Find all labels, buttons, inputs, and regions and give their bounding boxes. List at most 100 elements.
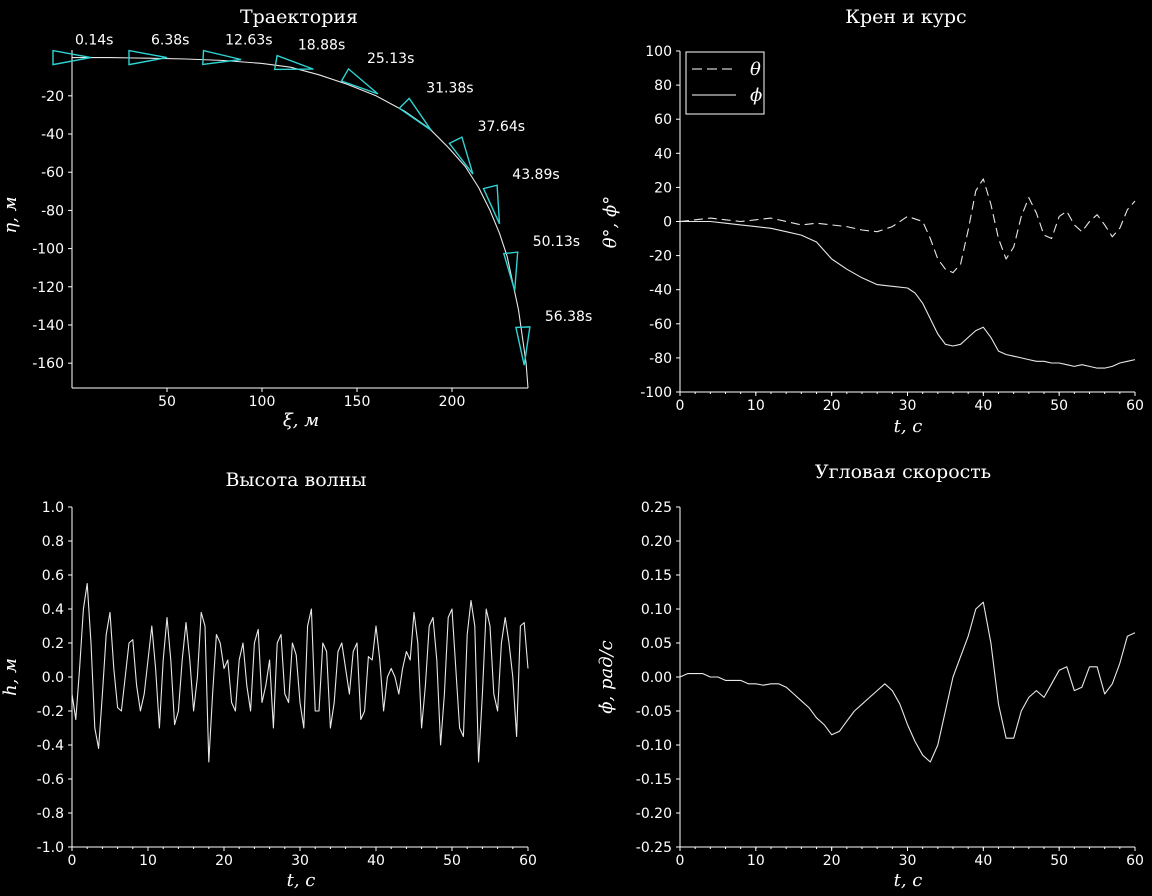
wave-x-tick-label: 10 <box>139 853 157 869</box>
roll-series-1-line <box>679 178 1136 274</box>
trajectory-xlabel: ξ, м <box>283 410 319 431</box>
roll-heading-title: Крен и курс <box>845 6 966 28</box>
roll-y-tick-label: -100 <box>640 385 672 401</box>
roll-x-tick-label: 10 <box>747 398 765 414</box>
wave-x-tick-label: 60 <box>519 853 537 869</box>
ship-time-label: 0.14s <box>75 33 113 49</box>
ship-marker <box>340 67 379 95</box>
wave-y-tick-label: -0.2 <box>37 704 64 720</box>
rate-y-tick-label: -0.10 <box>636 738 672 754</box>
wave-x-tick-label: 30 <box>291 853 309 869</box>
wave-y-tick-label: 0.2 <box>42 636 64 652</box>
ship-marker <box>273 54 314 71</box>
traj-series-1-line <box>72 57 529 389</box>
roll-x-tick-label: 30 <box>899 398 917 414</box>
roll-heading-ylabel: θ°, ϕ° <box>600 196 621 249</box>
roll-y-tick-label: -20 <box>649 249 672 265</box>
traj-y-tick-label: -120 <box>32 280 64 296</box>
ship-marker <box>202 49 242 66</box>
ship-time-label: 37.64s <box>478 119 525 135</box>
trajectory-panel: Траектория 50 100 150 200 -20 -40 -60 -80 -100 -1… <box>0 6 592 431</box>
wave-y-tick-label: 0.8 <box>42 534 64 550</box>
rate-y-tick-label: -0.20 <box>636 806 672 822</box>
roll-y-tick-label: 100 <box>645 44 672 60</box>
angular-rate-panel: Угловая скорость 0 10 20 30 40 50 60 0.25 0.20 0.… <box>596 461 1144 891</box>
roll-heading-panel: Крен и курс 0 10 20 30 40 50 60 100 80 60 40 20 0 -20… <box>600 6 1144 437</box>
roll-y-tick-label: 20 <box>654 180 672 196</box>
wave-y-tick-label: -0.4 <box>37 738 64 754</box>
ship-time-label: 6.38s <box>151 33 189 49</box>
angular-rate-xlabel: t, с <box>894 870 923 891</box>
traj-y-tick-label: -160 <box>32 356 64 372</box>
wave-x-tick-label: 0 <box>68 853 77 869</box>
ship-marker <box>128 49 168 66</box>
wave-y-tick-label: 1.0 <box>42 500 64 516</box>
rate-y-tick-label: -0.05 <box>636 704 672 720</box>
traj-y-tick-label: -20 <box>41 89 64 105</box>
rate-y-tick-label: 0.15 <box>641 568 672 584</box>
trajectory-ylabel: η, м <box>0 196 21 233</box>
rate-x-tick-label: 10 <box>747 853 765 869</box>
wave-y-tick-label: 0.0 <box>42 670 64 686</box>
roll-x-tick-label: 60 <box>1126 398 1144 414</box>
rate-x-tick-label: 0 <box>676 853 685 869</box>
roll-heading-ticks: 0 10 20 30 40 50 60 100 80 60 40 20 0 -20 -40 -60 -80 -10… <box>640 44 1144 414</box>
angular-rate-ylabel: ϕ̇, рад/с <box>596 640 617 714</box>
legend-box <box>685 51 765 115</box>
wave-height-panel: Высота волны 0 10 20 30 40 50 60 1.0 0.8 0.6 0.4 0.… <box>0 469 537 891</box>
wave-y-tick-label: 0.4 <box>42 602 64 618</box>
ship-time-label: 12.63s <box>225 33 272 49</box>
rate-x-tick-label: 60 <box>1126 853 1144 869</box>
rate-x-tick-label: 20 <box>823 853 841 869</box>
traj-y-tick-label: -60 <box>41 165 64 181</box>
traj-y-tick-label: -80 <box>41 203 64 219</box>
ship-time-label: 50.13s <box>533 234 580 250</box>
roll-x-tick-label: 0 <box>676 398 685 414</box>
rate-y-tick-label: 0.20 <box>641 534 672 550</box>
roll-y-tick-label: 40 <box>654 146 672 162</box>
traj-x-tick-label: 150 <box>344 394 371 410</box>
traj-y-tick-label: -100 <box>32 242 64 258</box>
wave-y-tick-label: -0.6 <box>37 772 64 788</box>
ship-time-label: 31.38s <box>426 80 473 96</box>
angular-rate-title: Угловая скорость <box>815 461 991 483</box>
rate-x-tick-label: 30 <box>899 853 917 869</box>
rate-y-tick-label: 0.25 <box>641 500 672 516</box>
wave-y-tick-label: -1.0 <box>37 840 64 856</box>
roll-y-tick-label: -60 <box>649 317 672 333</box>
ship-marker <box>52 49 92 66</box>
trajectory-title: Траектория <box>240 6 358 28</box>
wave-x-tick-label: 50 <box>443 853 461 869</box>
rate-y-tick-label: 0.05 <box>641 636 672 652</box>
roll-x-tick-label: 50 <box>1050 398 1068 414</box>
wave-height-ticks: 0 10 20 30 40 50 60 1.0 0.8 0.6 0.4 0.2 0.0 -0.2 -0.4 -… <box>37 500 537 869</box>
wave-x-tick-label: 40 <box>367 853 385 869</box>
ship-time-label: 18.88s <box>298 38 345 54</box>
rate-y-tick-label: 0.00 <box>641 670 672 686</box>
roll-x-tick-label: 40 <box>974 398 992 414</box>
rate-x-tick-label: 50 <box>1050 853 1068 869</box>
traj-x-tick-label: 50 <box>158 394 176 410</box>
roll-series-2-line <box>680 220 1136 369</box>
roll-heading-xlabel: t, с <box>894 416 923 437</box>
legend-label-phi: ϕ <box>750 85 762 106</box>
roll-x-tick-label: 20 <box>823 398 841 414</box>
legend: θ ϕ <box>685 51 765 115</box>
rate-x-tick-label: 40 <box>974 853 992 869</box>
roll-y-tick-label: -40 <box>649 283 672 299</box>
ship-marker <box>398 97 432 131</box>
wave-y-tick-label: -0.8 <box>37 806 64 822</box>
legend-label-theta: θ <box>750 59 761 80</box>
roll-y-tick-label: 80 <box>654 78 672 94</box>
rate-series-1-line <box>679 601 1136 763</box>
ship-time-label: 43.89s <box>512 167 559 183</box>
wave-y-tick-label: 0.6 <box>42 568 64 584</box>
angular-rate-ticks: 0 10 20 30 40 50 60 0.25 0.20 0.15 0.10 0.05 0.00 -0.… <box>636 500 1144 869</box>
roll-y-tick-label: -80 <box>649 351 672 367</box>
wave-height-title: Высота волны <box>225 469 366 491</box>
rate-y-tick-label: 0.10 <box>641 602 672 618</box>
wave-x-tick-label: 20 <box>215 853 233 869</box>
roll-y-tick-label: 60 <box>654 112 672 128</box>
ship-time-label: 56.38s <box>545 309 592 325</box>
